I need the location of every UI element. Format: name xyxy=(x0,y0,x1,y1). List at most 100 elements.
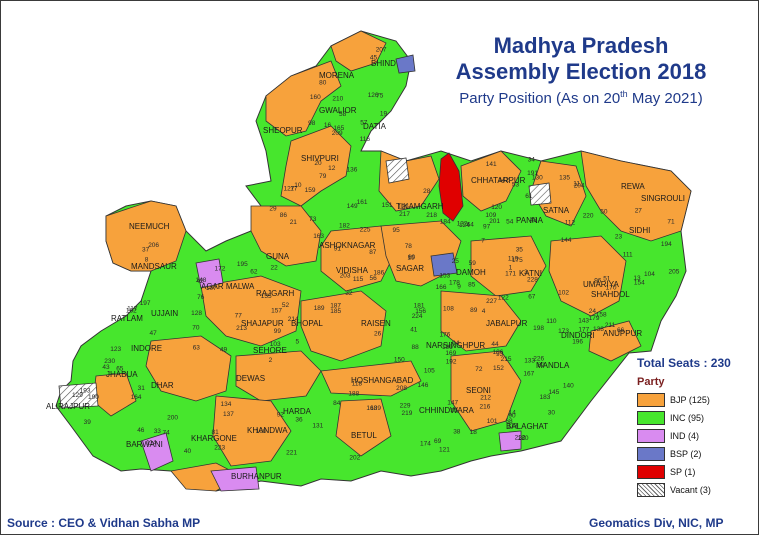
constituency-number: 72 xyxy=(475,366,483,373)
constituency-number: 123 xyxy=(110,346,121,353)
bjp-region xyxy=(330,30,387,72)
district-label: SIDHI xyxy=(629,226,650,235)
legend-swatch xyxy=(637,482,665,497)
district-label: REWA xyxy=(621,182,645,191)
constituency-number: 2 xyxy=(269,357,273,364)
constituency-number: 79 xyxy=(319,173,327,180)
constituency-number: 222 xyxy=(515,434,526,441)
constituency-number: 100 xyxy=(256,428,267,435)
constituency-number: 110 xyxy=(546,318,557,325)
constituency-number: 88 xyxy=(412,344,420,351)
legend-swatch xyxy=(637,428,665,443)
constituency-number: 77 xyxy=(235,313,243,320)
constituency-number: 51 xyxy=(603,276,611,283)
constituency-number: 28 xyxy=(423,188,431,195)
district-label: VIDISHA xyxy=(336,266,369,275)
constituency-number: 145 xyxy=(548,389,559,396)
constituency-number: 7 xyxy=(481,238,485,245)
legend-label: BJP (125) xyxy=(670,394,710,405)
constituency-number: 73 xyxy=(309,216,317,223)
constituency-number: 8 xyxy=(145,257,149,264)
bjp-region xyxy=(548,235,627,317)
constituency-number: 207 xyxy=(376,47,387,54)
district-label: SAGAR xyxy=(396,264,424,273)
constituency-number: 182 xyxy=(339,223,350,230)
constituency-number: 82 xyxy=(538,362,546,369)
constituency-number: 201 xyxy=(489,218,500,225)
constituency-number: 78 xyxy=(405,243,413,250)
constituency-number: 113 xyxy=(507,422,518,429)
district-label: DEWAS xyxy=(236,374,265,383)
constituency-number: 74 xyxy=(163,430,171,437)
constituency-number: 93 xyxy=(496,351,504,358)
bsp-region xyxy=(430,252,458,277)
constituency-number: 5 xyxy=(296,338,300,345)
legend-item: BSP (2) xyxy=(637,446,755,461)
legend-item: INC (95) xyxy=(637,410,755,425)
constituency-number: 220 xyxy=(583,212,594,219)
constituency-number: 89 xyxy=(470,307,478,314)
district-label: ANUPPUR xyxy=(603,329,642,338)
constituency-number: 130 xyxy=(532,175,543,182)
constituency-number: 167 xyxy=(523,371,534,378)
ind-region xyxy=(210,466,260,492)
bjp-region xyxy=(200,275,302,347)
constituency-number: 125 xyxy=(398,204,409,211)
district-label: ASHOKNAGAR xyxy=(319,241,376,250)
constituency-number: 176 xyxy=(440,332,451,339)
constituency-number: 169 xyxy=(445,350,456,357)
constituency-number: 209 xyxy=(332,130,343,137)
constituency-number: 158 xyxy=(596,312,607,319)
district-label: DHAR xyxy=(151,381,174,390)
legend-swatch xyxy=(637,410,665,425)
constituency-number: 63 xyxy=(193,345,201,352)
sp-region xyxy=(438,152,464,222)
constituency-number: 212 xyxy=(480,394,491,401)
constituency-number: 127 xyxy=(284,186,295,193)
constituency-number: 162 xyxy=(126,307,137,314)
bjp-region xyxy=(335,398,392,457)
constituency-number: 69 xyxy=(434,438,442,445)
constituency-number: 120 xyxy=(491,204,502,211)
constituency-number: 136 xyxy=(347,167,358,174)
constituency-number: 157 xyxy=(271,307,282,314)
constituency-number: 186 xyxy=(373,269,384,276)
constituency-number: 196 xyxy=(572,338,583,345)
legend-label: Vacant (3) xyxy=(670,484,711,495)
bjp-region xyxy=(265,60,342,137)
constituency-number: 42 xyxy=(196,278,204,285)
district-label: UMARIYA xyxy=(583,280,620,289)
constituency-number: 10 xyxy=(294,182,302,189)
constituency-number: 141 xyxy=(486,161,497,168)
constituency-number: 218 xyxy=(426,212,437,219)
bjp-region xyxy=(250,205,322,267)
constituency-number: 112 xyxy=(565,220,576,227)
constituency-number: 215 xyxy=(501,356,512,363)
constituency-number: 133 xyxy=(524,358,535,365)
constituency-number: 149 xyxy=(347,203,358,210)
legend-swatch xyxy=(637,392,665,407)
constituency-number: 45 xyxy=(370,55,378,62)
constituency-number: 226 xyxy=(533,355,544,362)
constituency-number: 107 xyxy=(206,285,217,292)
constituency-number: 161 xyxy=(357,199,368,206)
constituency-number: 41 xyxy=(410,326,418,333)
constituency-number: 193 xyxy=(80,388,91,395)
constituency-number: 32 xyxy=(345,290,353,297)
legend-label: INC (95) xyxy=(670,412,705,423)
constituency-number: 25 xyxy=(452,258,460,265)
constituency-number: 65 xyxy=(116,366,124,373)
subtitle-sup: th xyxy=(620,89,628,99)
legend-item: BJP (125) xyxy=(637,392,755,407)
constituency-number: 103 xyxy=(270,341,281,348)
constituency-number: 175 xyxy=(512,257,523,264)
constituency-number: 174 xyxy=(420,440,431,447)
ind-region xyxy=(195,258,224,289)
constituency-number: 208 xyxy=(396,385,407,392)
district-label: CHHATARPUR xyxy=(471,176,526,185)
constituency-number: 46 xyxy=(137,427,145,434)
constituency-number: 21 xyxy=(290,219,298,226)
district-label: BARWANI xyxy=(126,440,163,449)
constituency-number: 122 xyxy=(498,294,509,301)
legend-label: SP (1) xyxy=(670,466,696,477)
